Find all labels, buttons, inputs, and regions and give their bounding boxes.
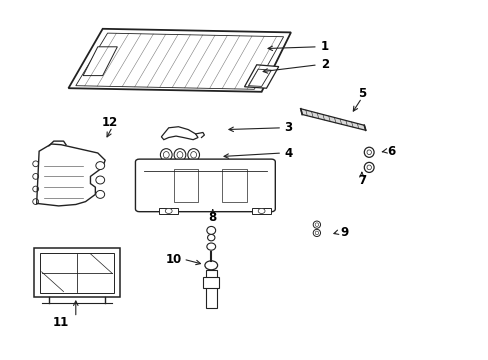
Ellipse shape [204,261,217,270]
Ellipse shape [207,234,214,241]
Polygon shape [83,47,117,76]
Ellipse shape [312,221,320,228]
Text: 10: 10 [165,253,182,266]
Text: 7: 7 [357,174,365,186]
Ellipse shape [206,226,215,234]
Text: 4: 4 [284,147,292,159]
Bar [222,169,246,202]
Bar [159,208,178,214]
Polygon shape [161,127,198,140]
Bar [173,169,198,202]
Ellipse shape [160,149,172,161]
Polygon shape [244,65,278,88]
Polygon shape [300,109,365,130]
Text: 12: 12 [102,116,118,129]
Bar [251,208,271,214]
Circle shape [258,208,264,213]
Text: 8: 8 [208,211,216,224]
Text: 9: 9 [340,226,348,239]
Polygon shape [34,248,120,297]
Ellipse shape [364,147,373,157]
Text: 1: 1 [321,40,328,53]
Ellipse shape [96,176,104,184]
Bar [40,253,114,293]
Ellipse shape [187,149,199,161]
Text: 6: 6 [386,145,394,158]
Polygon shape [37,144,105,206]
Ellipse shape [364,162,373,172]
Bar [203,277,219,288]
Text: 11: 11 [53,316,69,329]
Polygon shape [76,33,283,89]
Bar [205,270,216,308]
Text: 5: 5 [357,87,365,100]
Polygon shape [68,29,290,92]
Circle shape [165,208,172,213]
Polygon shape [248,69,271,86]
Ellipse shape [206,243,215,250]
Ellipse shape [96,190,104,198]
Ellipse shape [96,162,104,170]
Ellipse shape [174,149,185,161]
Text: 3: 3 [284,121,292,134]
Ellipse shape [312,229,320,237]
FancyBboxPatch shape [135,159,275,212]
Text: 2: 2 [321,58,328,71]
